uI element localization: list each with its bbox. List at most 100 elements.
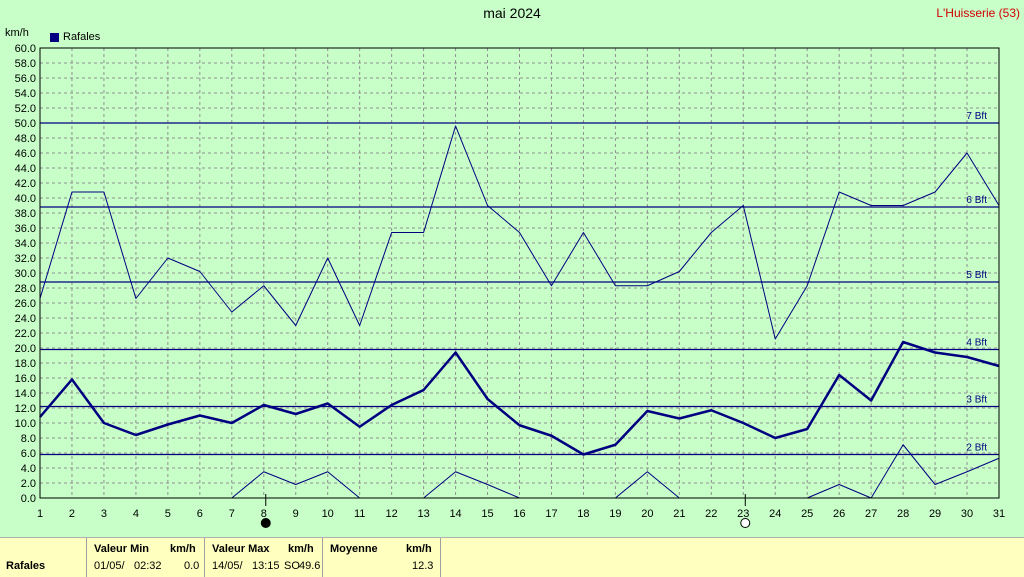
grid-layer [39, 47, 1000, 499]
x-tick-label: 2 [69, 508, 75, 520]
y-tick-label: 50.0 [15, 118, 36, 130]
x-tick-label: 21 [673, 508, 685, 520]
x-tick-label: 23 [737, 508, 749, 520]
x-tick-label: 13 [417, 508, 429, 520]
y-tick-label: 16.0 [15, 373, 36, 385]
x-tick-label: 19 [609, 508, 621, 520]
y-tick-label: 48.0 [15, 133, 36, 145]
x-tick-label: 29 [929, 508, 941, 520]
x-tick-label: 15 [481, 508, 493, 520]
y-tick-label: 22.0 [15, 328, 36, 340]
y-tick-label: 24.0 [15, 313, 36, 325]
y-tick-label: 26.0 [15, 298, 36, 310]
y-tick-label: 10.0 [15, 418, 36, 430]
stats-mean-value: 12.3 [412, 560, 434, 572]
beaufort-label: 5 Bft [966, 270, 987, 281]
stats-max-value: 49.6 [299, 560, 321, 572]
x-tick-label: 22 [705, 508, 717, 520]
stats-mean-header: Moyenne [330, 543, 378, 555]
stats-min-value: 0.0 [184, 560, 200, 572]
x-tick-label: 5 [165, 508, 171, 520]
x-tick-label: 10 [322, 508, 334, 520]
y-tick-label: 56.0 [15, 73, 36, 85]
stats-mean-unit: km/h [406, 543, 432, 555]
x-tick-label: 14 [449, 508, 461, 520]
new-moon-icon [260, 518, 271, 528]
y-tick-label: 44.0 [15, 163, 36, 175]
stats-divider [440, 538, 441, 577]
legend-label: Rafales [63, 31, 101, 43]
beaufort-label: 4 Bft [966, 338, 987, 349]
plot-frame [39, 47, 1000, 499]
x-tick-label: 25 [801, 508, 813, 520]
y-tick-label: 6.0 [21, 448, 36, 460]
beaufort-label: 2 Bft [966, 443, 987, 454]
x-tick-label: 7 [229, 508, 235, 520]
chart-title: mai 2024 [483, 5, 541, 21]
stats-divider [204, 538, 205, 577]
y-axis-unit: km/h [5, 27, 29, 39]
stats-min-header: Valeur Min [94, 543, 150, 555]
x-tick-label: 12 [386, 508, 398, 520]
stats-row-label: Rafales [6, 560, 46, 572]
station-name: L'Huisserie (53) [936, 6, 1020, 20]
y-tick-label: 42.0 [15, 178, 36, 190]
beaufort-lines: 2 Bft 3 Bft 4 Bft 5 Bft 6 Bft 7 Bft [40, 111, 999, 456]
x-tick-label: 20 [641, 508, 653, 520]
x-tick-label: 9 [293, 508, 299, 520]
x-tick-label: 28 [897, 508, 909, 520]
x-tick-label: 27 [865, 508, 877, 520]
wind-gust-chart: 2 Bft 3 Bft 4 Bft 5 Bft 6 Bft 7 Bft 0.0 2.0 4.0… [15, 43, 1005, 528]
stats-divider [322, 538, 323, 577]
x-tick-label: 24 [769, 508, 781, 520]
x-tick-label: 3 [101, 508, 107, 520]
stats-max-time: 13:15 [252, 560, 280, 572]
y-tick-label: 58.0 [15, 58, 36, 70]
x-tick-label: 16 [513, 508, 525, 520]
legend-swatch [50, 32, 59, 42]
beaufort-label: 6 Bft [966, 195, 987, 206]
stats-min-time: 02:32 [134, 560, 162, 572]
stats-max-header: Valeur Max [212, 543, 270, 555]
beaufort-label: 7 Bft [966, 111, 987, 122]
x-tick-label: 18 [577, 508, 589, 520]
y-tick-label: 32.0 [15, 253, 36, 265]
x-tick-label: 31 [993, 508, 1005, 520]
x-tick-label: 11 [354, 508, 365, 520]
stats-panel: Rafales Valeur Min km/h 01/05/ 02:32 0.0… [0, 537, 1024, 577]
series-mean-line [39, 340, 1000, 456]
stats-max-unit: km/h [288, 543, 314, 555]
y-tick-label: 8.0 [21, 433, 36, 445]
y-tick-label: 38.0 [15, 208, 36, 220]
stats-mean-cell: Moyenne km/h 12.3 [322, 538, 440, 577]
stats-min-cell: Valeur Min km/h 01/05/ 02:32 0.0 [86, 538, 204, 577]
x-tick-label: 30 [961, 508, 973, 520]
x-tick-label: 17 [545, 508, 557, 520]
x-tick-label: 4 [133, 508, 139, 520]
y-tick-label: 34.0 [15, 238, 36, 250]
y-tick-label: 14.0 [15, 388, 36, 400]
y-tick-label: 4.0 [21, 463, 36, 475]
axis-layer: 0.0 2.0 4.0 6.0 8.0 10.0 12.0 14.0 16.0 18.0 20.0 2… [15, 43, 1005, 528]
y-tick-label: 18.0 [15, 358, 36, 370]
y-tick-label: 60.0 [15, 43, 36, 55]
y-tick-label: 2.0 [21, 478, 36, 490]
y-tick-label: 20.0 [15, 343, 36, 355]
x-tick-label: 1 [37, 508, 43, 520]
y-tick-label: 40.0 [15, 193, 36, 205]
series-max-line [39, 125, 1000, 340]
chart-legend: Rafales [50, 31, 100, 43]
full-moon-icon [740, 518, 751, 528]
y-tick-label: 28.0 [15, 283, 36, 295]
x-tick-label: 26 [833, 508, 845, 520]
x-tick-label: 6 [197, 508, 203, 520]
stats-min-date: 01/05/ [94, 560, 125, 572]
beaufort-label: 3 Bft [966, 395, 987, 406]
stats-max-direction: SO [284, 560, 300, 572]
y-tick-label: 0.0 [21, 493, 36, 505]
stats-max-date: 14/05/ [212, 560, 243, 572]
stats-min-unit: km/h [170, 543, 196, 555]
y-tick-label: 46.0 [15, 148, 36, 160]
y-tick-label: 52.0 [15, 103, 36, 115]
stats-divider [86, 538, 87, 577]
